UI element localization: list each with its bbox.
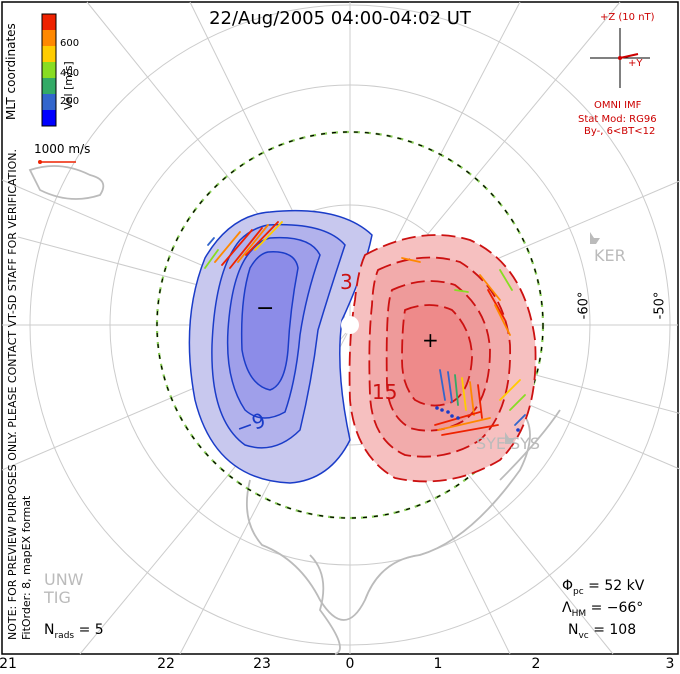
vector <box>494 304 511 336</box>
mlt-label-2: 2 <box>531 656 541 672</box>
fit-order-note: FitOrder: 8, mapEX format <box>20 495 33 640</box>
mlt-label-1: 1 <box>433 656 443 672</box>
plot-frame <box>1 1 679 655</box>
neg-contour-4 <box>240 251 299 391</box>
vector <box>487 289 506 321</box>
cbar-tick-200: 200 <box>60 96 80 107</box>
imf-z-label: +Z (10 nT) <box>600 12 655 23</box>
pos-contour-label: 15 <box>372 380 398 404</box>
coast-peninsula <box>309 554 341 655</box>
station-ker-marker <box>590 232 600 244</box>
scale-label: 1000 m/s <box>34 142 91 156</box>
cbar-seg <box>42 110 56 126</box>
station-sye: SYE <box>476 434 507 453</box>
cbar-tick-600: 600 <box>60 38 80 49</box>
velocity-color-bar <box>41 13 57 127</box>
cbar-seg <box>42 30 56 46</box>
coast-antarctica-edge <box>245 409 531 621</box>
vector <box>499 269 513 291</box>
vector-count: Nvc = 108 <box>568 622 637 641</box>
vector <box>454 289 469 293</box>
pole-marker <box>341 316 359 334</box>
mlt-label-3: 3 <box>665 656 675 672</box>
scale-vector-origin <box>38 160 42 164</box>
imf-vector <box>619 53 639 59</box>
vector <box>221 229 253 266</box>
cbar-seg <box>42 14 56 30</box>
station-sye-marker <box>505 432 515 444</box>
station-tig: TIG <box>44 588 71 607</box>
cbar-seg <box>42 78 56 94</box>
imf-source: OMNI IMF <box>594 100 642 111</box>
station-markers <box>505 232 600 444</box>
vector <box>237 224 269 263</box>
vector <box>461 377 467 411</box>
mlt-label-21: 21 <box>0 656 17 672</box>
model-line-1: Stat Mod: RG96 <box>578 114 657 125</box>
vector <box>447 371 453 403</box>
vector <box>207 237 215 246</box>
coast-east <box>499 409 561 481</box>
vector <box>499 379 521 401</box>
vector-origins <box>435 406 520 432</box>
vector <box>214 231 241 263</box>
velocity-vectors <box>204 221 526 436</box>
lat-label-60: -60° <box>576 291 592 320</box>
lat-label-50: -50° <box>652 291 668 320</box>
cbar-border <box>41 13 57 127</box>
hm-boundary <box>156 131 544 519</box>
vector <box>479 274 501 301</box>
vector <box>441 424 499 436</box>
vector <box>509 394 526 411</box>
plot-title: 22/Aug/2005 04:00-04:02 UT <box>209 8 471 29</box>
vector <box>229 227 263 269</box>
vector <box>254 221 283 251</box>
coastlines <box>28 165 561 655</box>
imf-clock <box>590 28 650 88</box>
vector <box>454 374 459 406</box>
preview-note: NOTE: FOR PREVIEW PURPOSES ONLY. PLEASE … <box>6 148 19 640</box>
radar-count: Nrads = 5 <box>44 622 104 641</box>
vector <box>245 221 279 256</box>
station-ker: KER <box>594 246 626 265</box>
vector <box>469 381 475 416</box>
pos-contour-4 <box>401 304 473 407</box>
cbar-seg <box>42 94 56 110</box>
pos-cell-plus: + <box>422 328 439 352</box>
cbar-seg <box>42 46 56 62</box>
contour-label-3: 3 <box>340 270 353 294</box>
mlt-label-0: 0 <box>345 656 355 672</box>
mlt-label-23: 23 <box>253 656 271 672</box>
hm-boundary-latitude: ΛHM = −66° <box>562 600 644 619</box>
positive-potential-cell <box>348 234 537 483</box>
cbar-tick-400: 400 <box>60 68 80 79</box>
cbar-seg <box>42 62 56 78</box>
vector <box>514 414 526 426</box>
imf-y-label: +Y <box>628 58 643 69</box>
vector <box>477 384 483 419</box>
model-line-2: By-, 6<BT<12 <box>584 126 656 137</box>
vector <box>204 249 219 269</box>
mlt-label-22: 22 <box>157 656 175 672</box>
vector <box>401 257 421 263</box>
coast-south-america <box>28 165 105 200</box>
imf-origin <box>618 56 622 60</box>
neg-cell-minus: − <box>256 296 275 321</box>
coordinate-note: MLT coordinates <box>4 23 18 120</box>
vector <box>439 369 446 401</box>
station-unw: UNW <box>44 570 84 589</box>
station-sys: SYS <box>510 434 541 453</box>
cross-polar-potential: Φpc = 52 kV <box>562 578 645 597</box>
vector <box>437 417 491 431</box>
